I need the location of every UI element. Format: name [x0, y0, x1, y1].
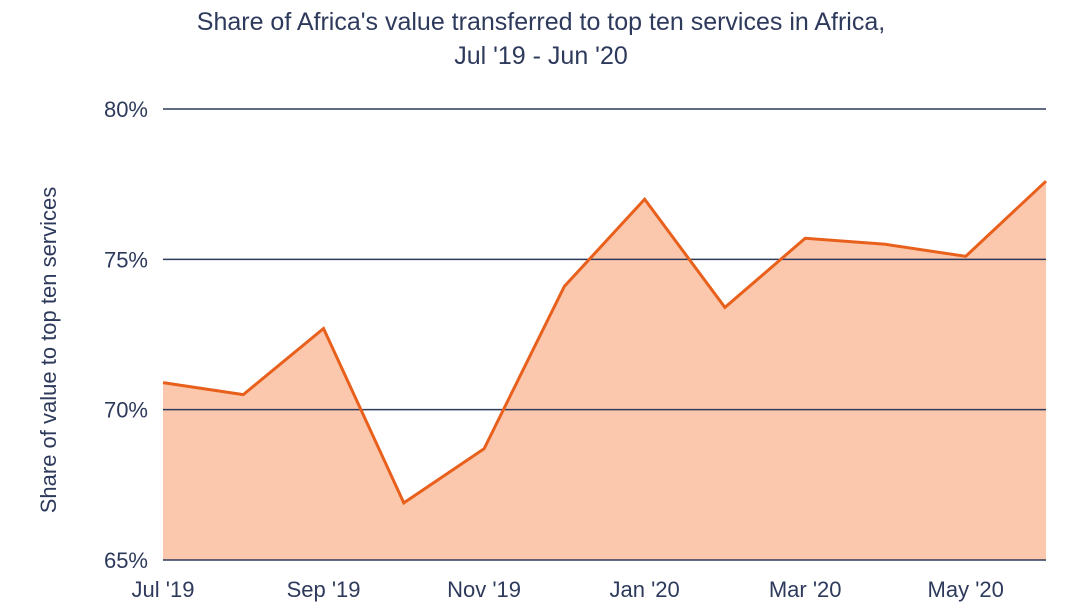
x-tick-label: Sep '19 [287, 577, 361, 602]
x-tick-label: Nov '19 [447, 577, 521, 602]
y-tick-label: 65% [104, 548, 148, 573]
y-tick-label: 80% [104, 97, 148, 122]
y-tick-label: 70% [104, 398, 148, 423]
y-tick-label: 75% [104, 247, 148, 272]
x-tick-label: May '20 [928, 577, 1004, 602]
x-tick-label: Jan '20 [610, 577, 680, 602]
chart-title-line-1: Share of Africa's value transferred to t… [197, 8, 885, 36]
y-axis-label: Share of value to top ten services [36, 187, 61, 514]
area-fill [163, 181, 1046, 560]
x-tick-label: Mar '20 [769, 577, 842, 602]
x-tick-label: Jul '19 [132, 577, 195, 602]
series-line [162, 180, 1048, 506]
chart-title-line-2: Jul '19 - Jun '20 [454, 42, 628, 70]
